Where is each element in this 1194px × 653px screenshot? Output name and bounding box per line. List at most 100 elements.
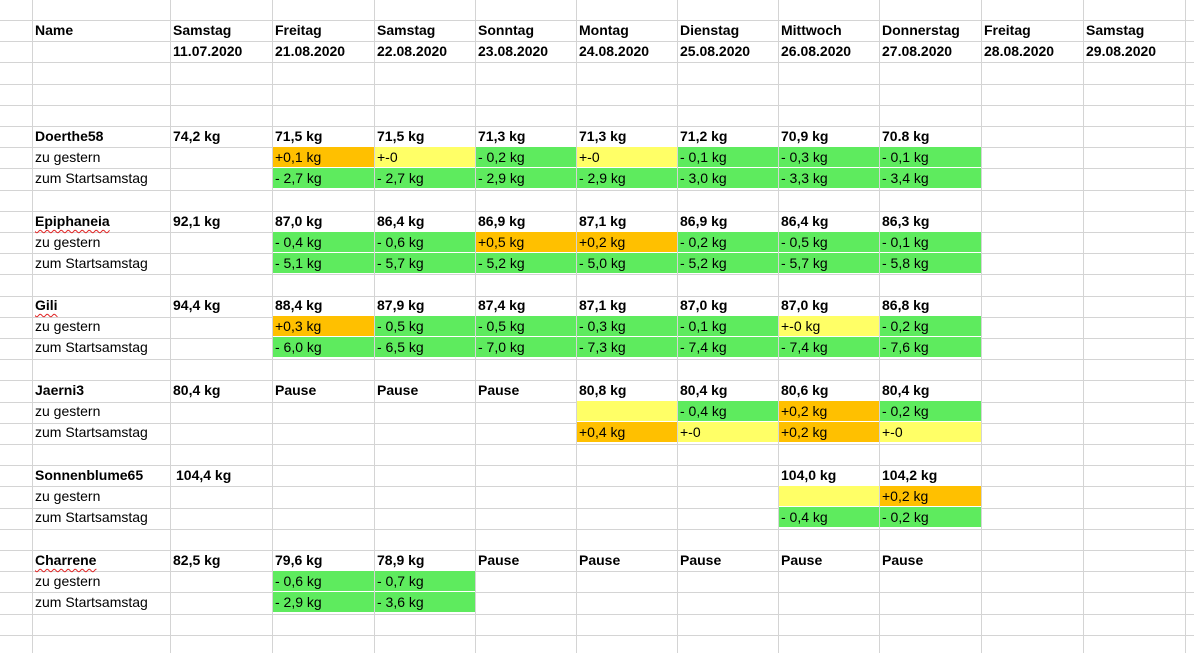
total-change-cell[interactable] xyxy=(171,253,272,273)
row-label-daily[interactable]: zu gestern xyxy=(35,403,101,419)
weight-cell[interactable]: 104,4 kg xyxy=(176,467,232,483)
daily-change-cell[interactable] xyxy=(779,486,879,506)
daily-change-cell[interactable]: - 0,5 kg xyxy=(375,316,475,336)
header-date[interactable]: 11.07.2020 xyxy=(173,43,243,59)
row-label-total[interactable]: zum Startsamstag xyxy=(35,424,148,440)
weight-cell[interactable]: 79,6 kg xyxy=(275,552,323,568)
total-change-cell[interactable]: - 5,8 kg xyxy=(880,253,981,273)
weight-cell[interactable]: 87,9 kg xyxy=(377,297,425,313)
weight-cell[interactable]: 74,2 kg xyxy=(173,128,221,144)
weight-cell[interactable] xyxy=(1084,380,1185,400)
total-change-cell[interactable]: - 5,0 kg xyxy=(577,253,677,273)
total-change-cell[interactable]: - 7,4 kg xyxy=(678,337,778,357)
weight-cell[interactable]: 71,5 kg xyxy=(275,128,323,144)
weight-cell[interactable]: 71,3 kg xyxy=(478,128,526,144)
total-change-cell[interactable] xyxy=(273,507,374,527)
weight-cell[interactable]: 104,0 kg xyxy=(781,467,837,483)
total-change-cell[interactable]: - 3,3 kg xyxy=(779,168,879,188)
weight-cell[interactable]: 80,4 kg xyxy=(680,382,728,398)
daily-change-cell[interactable]: - 0,3 kg xyxy=(779,147,879,167)
total-change-cell[interactable] xyxy=(982,592,1083,612)
person-name[interactable]: Sonnenblume65 xyxy=(33,465,293,485)
daily-change-cell[interactable] xyxy=(982,486,1083,506)
total-change-cell[interactable]: +-0 xyxy=(678,422,778,442)
total-change-cell[interactable]: - 7,0 kg xyxy=(476,337,576,357)
person-name[interactable]: Epiphaneia xyxy=(33,211,170,231)
total-change-cell[interactable] xyxy=(171,422,272,442)
person-name[interactable]: Gili xyxy=(33,295,170,315)
weight-cell[interactable]: Pause xyxy=(579,552,621,568)
total-change-cell[interactable] xyxy=(1084,253,1185,273)
daily-change-cell[interactable] xyxy=(982,147,1083,167)
total-change-cell[interactable]: +-0 xyxy=(880,422,981,442)
total-change-cell[interactable] xyxy=(1084,168,1185,188)
total-change-cell[interactable]: - 5,2 kg xyxy=(678,253,778,273)
weight-cell[interactable] xyxy=(1084,126,1185,146)
daily-change-cell[interactable] xyxy=(577,486,677,506)
total-change-cell[interactable]: - 3,0 kg xyxy=(678,168,778,188)
weight-cell[interactable]: 92,1 kg xyxy=(173,213,221,229)
daily-change-cell[interactable]: - 0,6 kg xyxy=(273,571,374,591)
total-change-cell[interactable] xyxy=(982,337,1083,357)
weight-cell[interactable]: Pause xyxy=(478,552,520,568)
total-change-cell[interactable]: - 5,7 kg xyxy=(375,253,475,273)
daily-change-cell[interactable] xyxy=(171,486,272,506)
total-change-cell[interactable] xyxy=(375,507,475,527)
daily-change-cell[interactable] xyxy=(476,571,576,591)
total-change-cell[interactable] xyxy=(375,422,475,442)
daily-change-cell[interactable] xyxy=(982,232,1083,252)
weight-cell[interactable]: Pause xyxy=(478,382,520,398)
daily-change-cell[interactable] xyxy=(982,316,1083,336)
daily-change-cell[interactable]: +-0 xyxy=(577,147,677,167)
total-change-cell[interactable] xyxy=(880,592,981,612)
daily-change-cell[interactable] xyxy=(1084,401,1185,421)
weight-cell[interactable]: 87,1 kg xyxy=(579,213,627,229)
daily-change-cell[interactable] xyxy=(982,571,1083,591)
daily-change-cell[interactable]: +0,2 kg xyxy=(779,401,879,421)
weight-cell[interactable]: 86,4 kg xyxy=(781,213,829,229)
weight-cell[interactable]: 87,0 kg xyxy=(781,297,829,313)
header-date[interactable]: 22.08.2020 xyxy=(377,43,448,59)
daily-change-cell[interactable] xyxy=(476,401,576,421)
weight-cell[interactable]: Pause xyxy=(882,552,924,568)
header-day[interactable]: Samstag xyxy=(173,22,232,38)
weight-cell[interactable]: Pause xyxy=(275,382,317,398)
total-change-cell[interactable] xyxy=(171,507,272,527)
daily-change-cell[interactable]: - 0,1 kg xyxy=(678,316,778,336)
weight-cell[interactable]: Pause xyxy=(680,552,722,568)
daily-change-cell[interactable] xyxy=(375,486,475,506)
total-change-cell[interactable] xyxy=(678,592,778,612)
row-label-total[interactable]: zum Startsamstag xyxy=(35,170,148,186)
total-change-cell[interactable]: - 2,9 kg xyxy=(577,168,677,188)
daily-change-cell[interactable] xyxy=(476,486,576,506)
daily-change-cell[interactable]: - 0,5 kg xyxy=(476,316,576,336)
weight-cell[interactable] xyxy=(577,465,677,485)
row-label-total[interactable]: zum Startsamstag xyxy=(35,255,148,271)
total-change-cell[interactable]: - 6,0 kg xyxy=(273,337,374,357)
weight-cell[interactable] xyxy=(1084,465,1185,485)
weight-cell[interactable]: 94,4 kg xyxy=(173,297,221,313)
total-change-cell[interactable]: - 3,4 kg xyxy=(880,168,981,188)
daily-change-cell[interactable]: - 0,2 kg xyxy=(880,316,981,336)
header-day[interactable]: Freitag xyxy=(275,22,322,38)
row-label-daily[interactable]: zu gestern xyxy=(35,234,101,250)
total-change-cell[interactable] xyxy=(476,592,576,612)
person-name[interactable]: Charrene xyxy=(33,550,170,570)
daily-change-cell[interactable]: +-0 xyxy=(375,147,475,167)
weight-cell[interactable]: 87,1 kg xyxy=(579,297,627,313)
daily-change-cell[interactable]: +0,5 kg xyxy=(476,232,576,252)
weight-cell[interactable]: 87,4 kg xyxy=(478,297,526,313)
header-date[interactable]: 25.08.2020 xyxy=(680,43,751,59)
total-change-cell[interactable]: - 3,6 kg xyxy=(375,592,475,612)
total-change-cell[interactable] xyxy=(982,507,1083,527)
weight-cell[interactable]: 80,4 kg xyxy=(882,382,930,398)
person-name[interactable]: Jaerni3 xyxy=(33,380,170,400)
total-change-cell[interactable] xyxy=(982,168,1083,188)
daily-change-cell[interactable] xyxy=(171,147,272,167)
weight-cell[interactable]: Pause xyxy=(377,382,419,398)
weight-cell[interactable] xyxy=(982,211,1083,231)
total-change-cell[interactable] xyxy=(779,592,879,612)
weight-cell[interactable] xyxy=(1084,550,1185,570)
weight-cell[interactable]: 87,0 kg xyxy=(680,297,728,313)
